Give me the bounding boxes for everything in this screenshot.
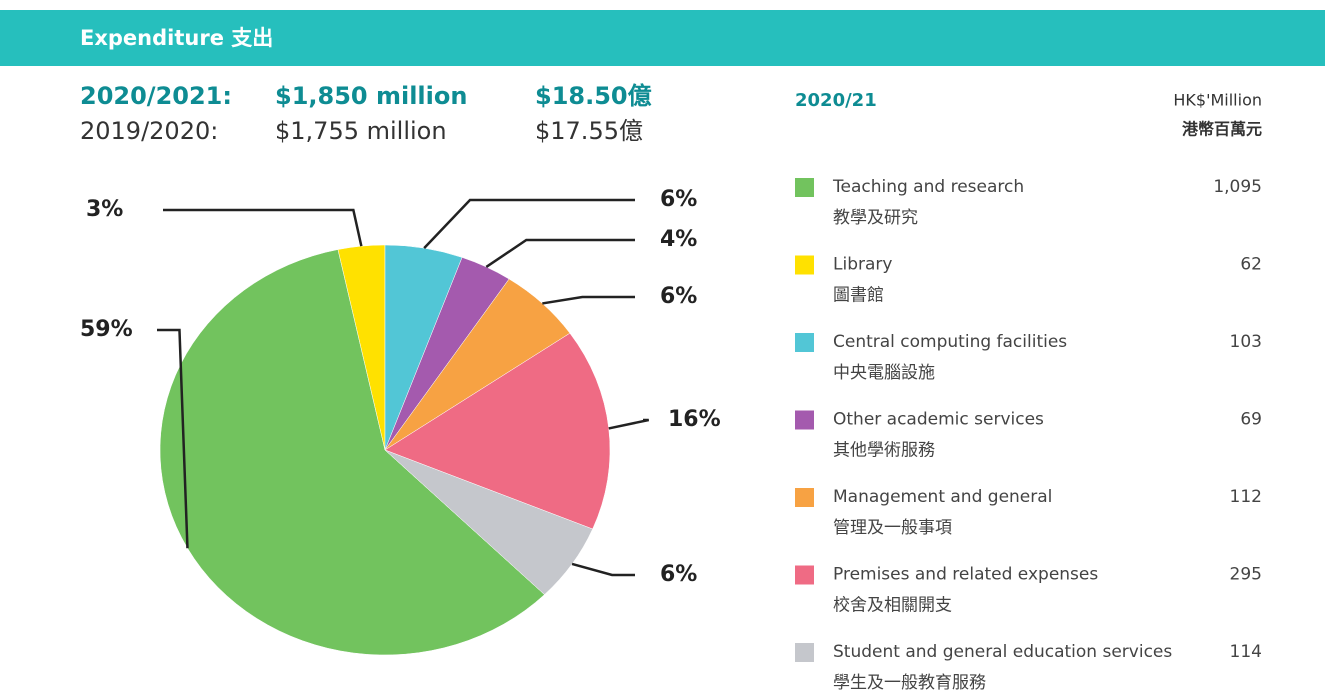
legend-label-zh: 學生及一般教育服務 (833, 673, 986, 693)
unit: HK$'Million (1173, 91, 1262, 110)
pie-slice (384, 332, 611, 530)
current-total-zh: $18.50億 (535, 82, 652, 110)
legend-label-zh: 校舍及相關開支 (833, 596, 952, 616)
legend-label-zh: 中央電腦設施 (833, 363, 935, 383)
leader-line (571, 562, 635, 577)
previous-year: 2019/2020: (80, 117, 218, 145)
percent-label: 6% (660, 562, 697, 587)
legend-swatch (795, 410, 814, 430)
legend-label: Teaching and research (832, 177, 1024, 197)
legend-label: Other academic services (833, 410, 1044, 430)
percent-label: 3% (86, 197, 123, 222)
legend-label-zh: 圖書館 (833, 286, 884, 306)
legend-swatch (795, 178, 814, 197)
percent-label: 59% (80, 317, 133, 342)
pie-slice (384, 449, 593, 595)
legend-label: Premises and related expenses (833, 565, 1098, 585)
previous-total: $1,755 million (275, 117, 447, 145)
header-title: Expenditure 支出 (80, 26, 273, 50)
legend-value: 112 (1230, 487, 1262, 507)
leader-line (157, 328, 189, 549)
legend-swatch (795, 488, 814, 507)
legend-value: 114 (1230, 642, 1262, 662)
legend-value: 69 (1240, 410, 1262, 430)
legend-label-zh: 其他學術服務 (833, 441, 935, 461)
header-bar (0, 10, 1325, 66)
legend-label-zh: 管理及一般事項 (833, 518, 952, 538)
legend-label: Central computing facilities (833, 332, 1067, 352)
legend-title: 2020/21 (795, 90, 877, 111)
legend-swatch (795, 643, 814, 662)
legend-value: 103 (1230, 332, 1262, 352)
legend-swatch (795, 333, 814, 352)
leader-line (608, 418, 650, 430)
current-year: 2020/2021: (80, 82, 232, 110)
legend-label-zh: 教學及研究 (833, 208, 918, 228)
leader-line (163, 208, 363, 247)
legend-value: 1,095 (1213, 177, 1262, 197)
percent-label: 16% (668, 407, 721, 432)
legend-label: Management and general (833, 487, 1052, 507)
leader-line (542, 295, 635, 305)
current-total: $1,850 million (275, 82, 467, 110)
legend-label: Library (833, 255, 892, 275)
legend-swatch (795, 255, 814, 275)
percent-label: 6% (660, 284, 697, 309)
legend-swatch (795, 565, 814, 585)
leader-line (423, 198, 635, 249)
percent-label: 4% (660, 227, 697, 252)
legend-value: 295 (1230, 565, 1262, 585)
previous-total-zh: $17.55億 (535, 117, 643, 145)
percent-label: 6% (660, 187, 697, 212)
unit-zh: 港幣百萬元 (1182, 120, 1262, 139)
leader-line (485, 238, 635, 268)
legend-label: Student and general education services (833, 642, 1172, 662)
legend-value: 62 (1240, 255, 1262, 275)
